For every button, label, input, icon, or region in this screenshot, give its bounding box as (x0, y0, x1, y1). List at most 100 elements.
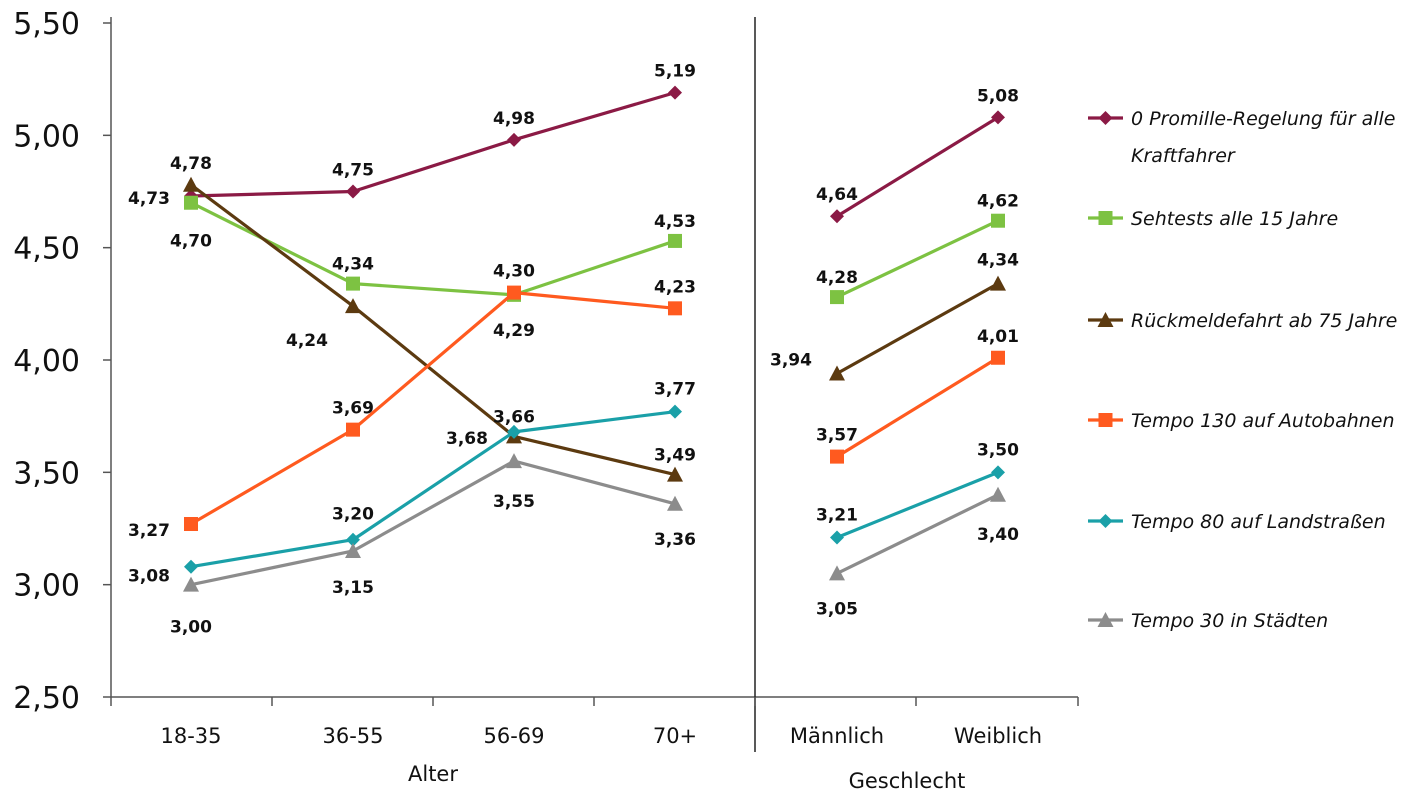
data-label: 4,78 (170, 154, 212, 174)
x-tick-label: 56-69 (483, 724, 544, 748)
data-label: 3,36 (654, 530, 696, 550)
data-point (507, 285, 521, 300)
x-tick-label: Weiblich (954, 724, 1042, 748)
data-point (507, 424, 521, 439)
data-label: 3,57 (816, 426, 858, 446)
y-tick-label: 3,00 (13, 569, 80, 604)
data-label: 5,08 (977, 86, 1019, 106)
data-label: 4,23 (654, 277, 696, 297)
data-point (1098, 111, 1113, 125)
data-label: 4,34 (332, 255, 374, 275)
data-label: 4,01 (977, 327, 1019, 347)
series-2 (183, 176, 1006, 482)
series-line (836, 470, 999, 539)
data-label: 4,70 (170, 232, 212, 252)
data-label: 3,00 (170, 618, 212, 638)
axes: 5,50 5,00 4,50 4,00 3,50 3,00 2,50 18-35 36-55 56… (13, 7, 1079, 793)
series-5 (183, 453, 1006, 592)
data-label: 4,28 (816, 268, 858, 288)
series-line (190, 459, 676, 587)
data-point (829, 365, 845, 381)
data-point (667, 495, 683, 511)
data-label: 3,69 (332, 399, 374, 419)
legend-label: Rückmeldefahrt ab 75 Jahre (1131, 310, 1397, 332)
legend-label: 0 Promille-Regelung für alle (1131, 108, 1396, 130)
data-point (346, 184, 360, 199)
legend-entry: Rückmeldefahrt ab 75 Jahre (1088, 310, 1397, 332)
data-point (668, 404, 682, 419)
legend-label: Tempo 30 in Städten (1131, 610, 1328, 632)
data-point (506, 453, 522, 469)
data-labels: 4,73 4,75 4,98 5,19 4,64 5,08 4,70 4,34 4,29 4,53… (128, 62, 1019, 638)
data-point (829, 565, 845, 581)
data-label: 4,29 (493, 321, 535, 341)
series-0 (184, 85, 1005, 224)
legend-label: Tempo 130 auf Autobahnen (1131, 410, 1395, 432)
data-point (184, 517, 198, 532)
data-label: 4,75 (332, 161, 374, 181)
series-3 (184, 285, 1005, 532)
data-label: 3,20 (332, 505, 374, 525)
y-tick-label: 4,50 (13, 232, 80, 267)
data-point (991, 110, 1005, 125)
legend-label: Kraftfahrer (1131, 145, 1236, 167)
data-label: 3,21 (816, 505, 858, 525)
x-tick-label: Männlich (790, 724, 884, 748)
series-line (836, 356, 999, 458)
series-line (836, 282, 999, 375)
data-point (830, 530, 844, 545)
data-point (830, 209, 844, 224)
data-label: 3,05 (816, 599, 858, 619)
series-line (190, 183, 676, 477)
legend-entry: Tempo 30 in Städten (1088, 610, 1328, 632)
legend-entry: Sehtests alle 15 Jahre (1088, 208, 1338, 230)
data-point (345, 542, 361, 558)
legend-label: Tempo 80 auf Landstraßen (1131, 511, 1386, 533)
data-label: 3,40 (977, 525, 1019, 545)
data-label: 4,30 (493, 262, 535, 282)
x-tick-label: 18-35 (160, 724, 221, 748)
legend-entry: Tempo 80 auf Landstraßen (1088, 511, 1386, 533)
series-line (190, 91, 676, 198)
data-point (830, 449, 844, 464)
series-line (836, 115, 999, 218)
data-label: 4,64 (816, 185, 858, 205)
data-point (345, 298, 361, 314)
data-point (507, 132, 521, 147)
group-label: Geschlecht (849, 769, 966, 793)
data-point (668, 233, 682, 248)
x-tick-label: 36-55 (322, 724, 383, 748)
data-label: 4,98 (493, 109, 535, 129)
group-label: Alter (408, 762, 458, 786)
data-label: 3,15 (332, 578, 374, 598)
data-label: 4,73 (128, 189, 170, 209)
data-point (991, 350, 1005, 365)
data-label: 3,66 (493, 407, 535, 427)
data-point (668, 301, 682, 316)
legend-entry: Tempo 130 auf Autobahnen (1088, 410, 1395, 432)
data-point (1097, 612, 1114, 627)
series-line (190, 201, 676, 297)
y-tick-label: 5,50 (13, 7, 80, 42)
data-label: 5,19 (654, 62, 696, 82)
legend-label: Sehtests alle 15 Jahre (1131, 208, 1338, 230)
data-label: 4,62 (977, 192, 1019, 212)
series-layer (183, 85, 1006, 592)
data-label: 3,68 (446, 429, 488, 449)
data-label: 3,27 (128, 521, 170, 541)
data-label: 3,50 (977, 440, 1019, 460)
data-label: 3,55 (493, 492, 535, 512)
data-point (1098, 211, 1113, 225)
legend: 0 Promille-Regelung für alle Kraftfahrer S… (1088, 108, 1397, 632)
data-label: 4,53 (654, 212, 696, 232)
data-point (830, 290, 844, 305)
series-line (836, 219, 999, 299)
data-point (346, 276, 360, 291)
data-label: 3,08 (128, 567, 170, 587)
x-tick-label: 70+ (653, 724, 697, 748)
data-point (991, 213, 1005, 228)
data-label: 4,24 (286, 331, 328, 351)
data-point (1098, 413, 1113, 427)
data-point (990, 275, 1006, 291)
data-point (346, 422, 360, 437)
